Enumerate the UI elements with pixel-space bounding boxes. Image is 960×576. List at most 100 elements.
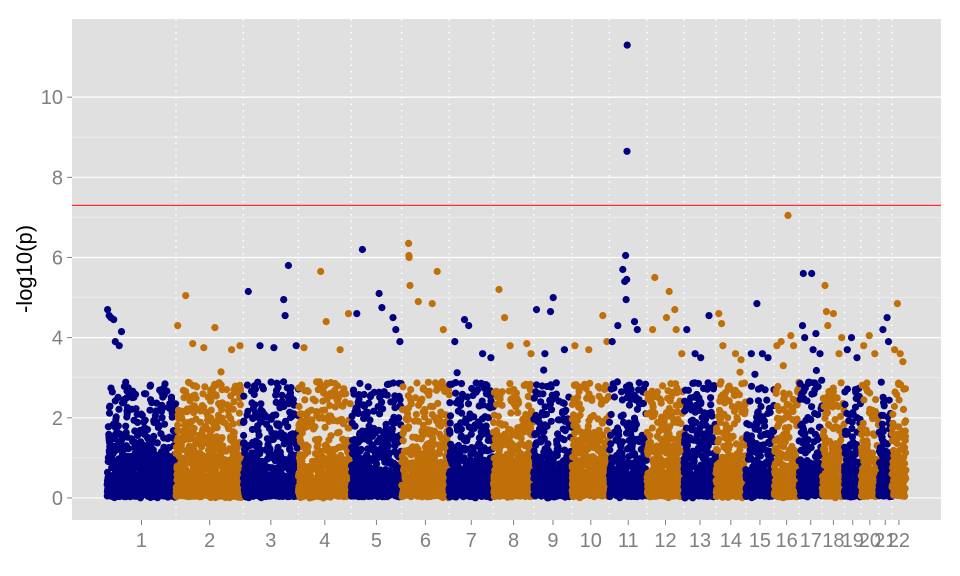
snp-point <box>129 387 137 395</box>
snp-point <box>198 427 207 435</box>
snp-point <box>309 460 317 468</box>
snp-point <box>236 401 244 409</box>
snp-point <box>483 430 491 438</box>
snp-point-peak <box>527 350 535 358</box>
snp-point <box>114 479 122 487</box>
snp-point <box>356 379 364 388</box>
snp-point <box>183 435 191 443</box>
snp-point <box>466 464 475 472</box>
snp-point <box>495 442 503 450</box>
snp-point <box>290 410 298 418</box>
snp-point <box>523 423 531 431</box>
snp-point-peak <box>479 350 487 358</box>
snp-point <box>302 441 310 449</box>
snp-point <box>453 369 461 377</box>
snp-point-peak <box>281 312 289 320</box>
snp-point <box>301 396 309 404</box>
snp-point <box>125 489 133 497</box>
snp-point <box>268 464 276 472</box>
snp-point <box>386 426 394 434</box>
snp-point <box>210 465 218 473</box>
snp-point <box>526 380 534 388</box>
snp-point-peak <box>115 342 123 350</box>
snp-point <box>217 487 225 495</box>
snp-point <box>196 450 204 458</box>
snp-point <box>154 491 162 499</box>
snp-point <box>240 469 248 477</box>
snp-point <box>263 487 271 495</box>
snp-point <box>399 488 407 496</box>
snp-point <box>150 432 158 440</box>
snp-point <box>243 441 251 450</box>
snp-point <box>172 400 180 408</box>
snp-point <box>223 386 231 394</box>
snp-point <box>402 415 410 423</box>
snp-point <box>153 466 161 474</box>
snp-point <box>484 402 492 411</box>
snp-point <box>212 381 220 389</box>
snp-point <box>323 380 331 388</box>
snp-point <box>174 434 182 442</box>
snp-point <box>115 405 123 413</box>
snp-point <box>433 480 441 488</box>
snp-point-peak <box>110 316 118 324</box>
snp-point <box>458 390 466 398</box>
snp-point <box>336 480 344 488</box>
snp-point <box>454 407 462 415</box>
snp-point <box>133 471 141 479</box>
snp-point <box>375 436 383 444</box>
snp-point <box>112 413 120 421</box>
snp-point <box>278 391 286 399</box>
snp-point <box>146 382 154 390</box>
snp-point <box>424 378 432 386</box>
snp-point <box>253 490 261 498</box>
snp-point <box>104 457 112 466</box>
snp-point <box>249 478 257 486</box>
snp-point <box>327 489 335 498</box>
snp-point <box>500 457 508 465</box>
snp-point <box>387 398 395 406</box>
snp-point <box>272 453 280 461</box>
snp-point <box>188 447 196 456</box>
snp-point <box>205 446 213 454</box>
snp-point <box>323 395 331 403</box>
snp-point <box>429 450 437 458</box>
snp-point <box>519 468 528 476</box>
snp-point <box>110 494 119 502</box>
snp-point <box>507 409 515 417</box>
snp-point <box>128 405 136 413</box>
snp-point <box>207 433 215 441</box>
snp-point <box>284 423 292 431</box>
snp-point <box>388 461 396 469</box>
snp-point <box>433 417 441 425</box>
snp-point <box>181 492 189 500</box>
snp-point-peak <box>344 310 353 318</box>
snp-point <box>146 463 154 471</box>
snp-point-peak <box>244 287 252 296</box>
snp-point <box>240 417 248 425</box>
snp-point <box>435 468 443 476</box>
snp-point <box>407 493 415 501</box>
snp-point <box>418 395 426 403</box>
snp-point-peak <box>284 261 292 270</box>
snp-point <box>419 384 428 392</box>
snp-point <box>351 422 359 430</box>
snp-point <box>413 461 421 469</box>
snp-point <box>308 476 316 484</box>
snp-point <box>335 393 343 401</box>
snp-point <box>121 468 129 476</box>
snp-point <box>257 400 265 408</box>
snp-point <box>183 408 191 416</box>
snp-point <box>217 368 225 376</box>
snp-point <box>240 392 248 400</box>
snp-point <box>252 412 260 420</box>
snp-point <box>384 479 392 487</box>
snp-point <box>280 431 288 439</box>
snp-point <box>217 478 225 486</box>
snp-point <box>371 465 379 474</box>
snp-point <box>467 486 476 494</box>
snp-point <box>460 466 468 474</box>
snp-point <box>178 446 186 454</box>
snp-point <box>374 452 382 460</box>
